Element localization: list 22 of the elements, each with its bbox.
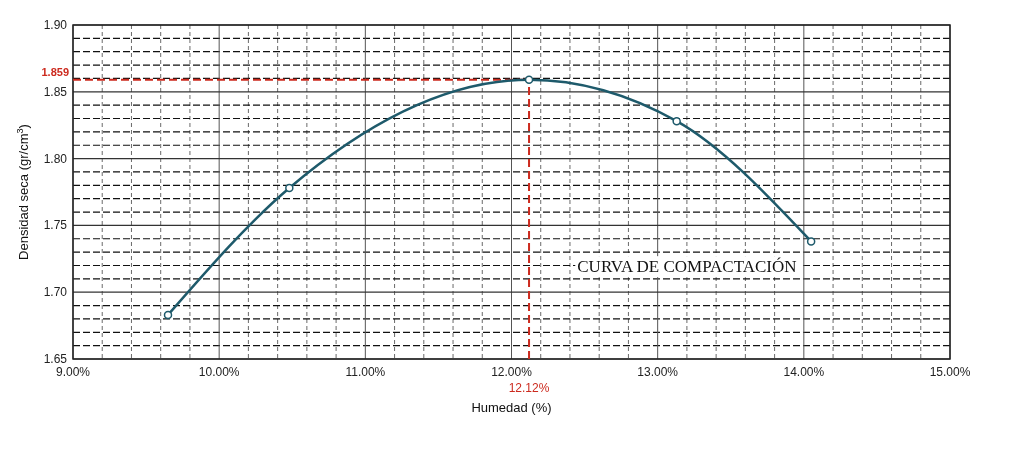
x-axis-title: Humedad (%) <box>471 400 552 415</box>
x-tick-label: 9.00% <box>55 365 91 379</box>
y-tick-label: 1.85 <box>43 84 68 99</box>
y-tick-label: 1.75 <box>43 218 68 233</box>
point <box>163 310 173 320</box>
y-tick-label: 1.80 <box>43 151 68 166</box>
annotation: CURVA DE COMPACTACIÓN <box>577 257 797 277</box>
x-tick-label: 14.00% <box>783 365 825 379</box>
y-tick-label: 1.65 <box>43 352 68 366</box>
x-tick-label: 13.00% <box>637 365 679 379</box>
point <box>524 75 534 85</box>
y-tick-label: 1.90 <box>43 18 68 32</box>
y-tick-label: 1.70 <box>43 285 68 300</box>
x-tick-label: 11.00% <box>345 365 386 379</box>
ref-line-label: 12.12% <box>508 381 550 395</box>
point <box>806 237 816 246</box>
point <box>672 116 681 126</box>
point <box>285 183 294 193</box>
ref-line-label: 1.859 <box>41 65 69 78</box>
x-tick-label: 10.00% <box>198 365 240 379</box>
x-tick-label: 15.00% <box>929 365 971 379</box>
x-tick-label: 12.00% <box>491 365 533 379</box>
